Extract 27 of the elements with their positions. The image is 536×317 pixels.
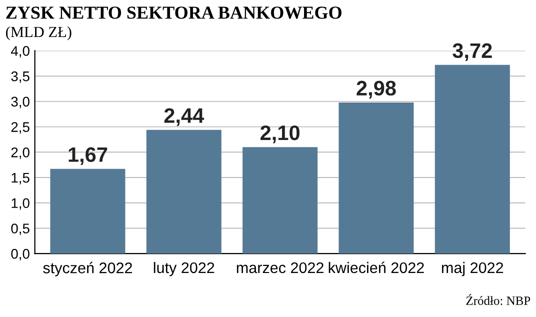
- bar: [338, 102, 414, 254]
- data-label: 2,98: [356, 80, 396, 99]
- data-label: 1,67: [68, 147, 108, 166]
- bar: [242, 147, 318, 254]
- y-tick-label: 1,0: [12, 198, 30, 210]
- x-tick-label: maj 2022: [442, 262, 504, 276]
- x-tick-label: luty 2022: [154, 262, 214, 276]
- y-tick-label: 2,0: [11, 147, 30, 159]
- bar: [50, 168, 126, 254]
- x-tick-label: styczeń 2022: [43, 262, 132, 276]
- text: Źródło: NBP: [466, 294, 530, 306]
- data-label: 2,44: [164, 108, 204, 126]
- y-tick-label: 2,5: [11, 122, 30, 134]
- y-tick-label: 3,5: [11, 71, 30, 83]
- y-tick-label: 0,0: [11, 248, 30, 260]
- bar: [434, 64, 510, 254]
- y-tick-label: 1,5: [12, 172, 30, 184]
- data-label: 2,10: [260, 125, 300, 144]
- x-tick-label: marzec 2022: [236, 262, 324, 274]
- chart-title: ZYSK NETTO SEKTORA BANKOWEGO: [6, 6, 342, 19]
- chart-subtitle: (MLD ZŁ): [6, 26, 72, 40]
- bar: [146, 130, 222, 254]
- data-label: 3,72: [452, 43, 492, 62]
- y-tick-label: 3,0: [11, 96, 30, 108]
- x-tick-label: kwiecień 2022: [328, 262, 424, 274]
- y-tick-label: 0,5: [11, 224, 30, 236]
- y-tick-label: 4,0: [10, 46, 30, 58]
